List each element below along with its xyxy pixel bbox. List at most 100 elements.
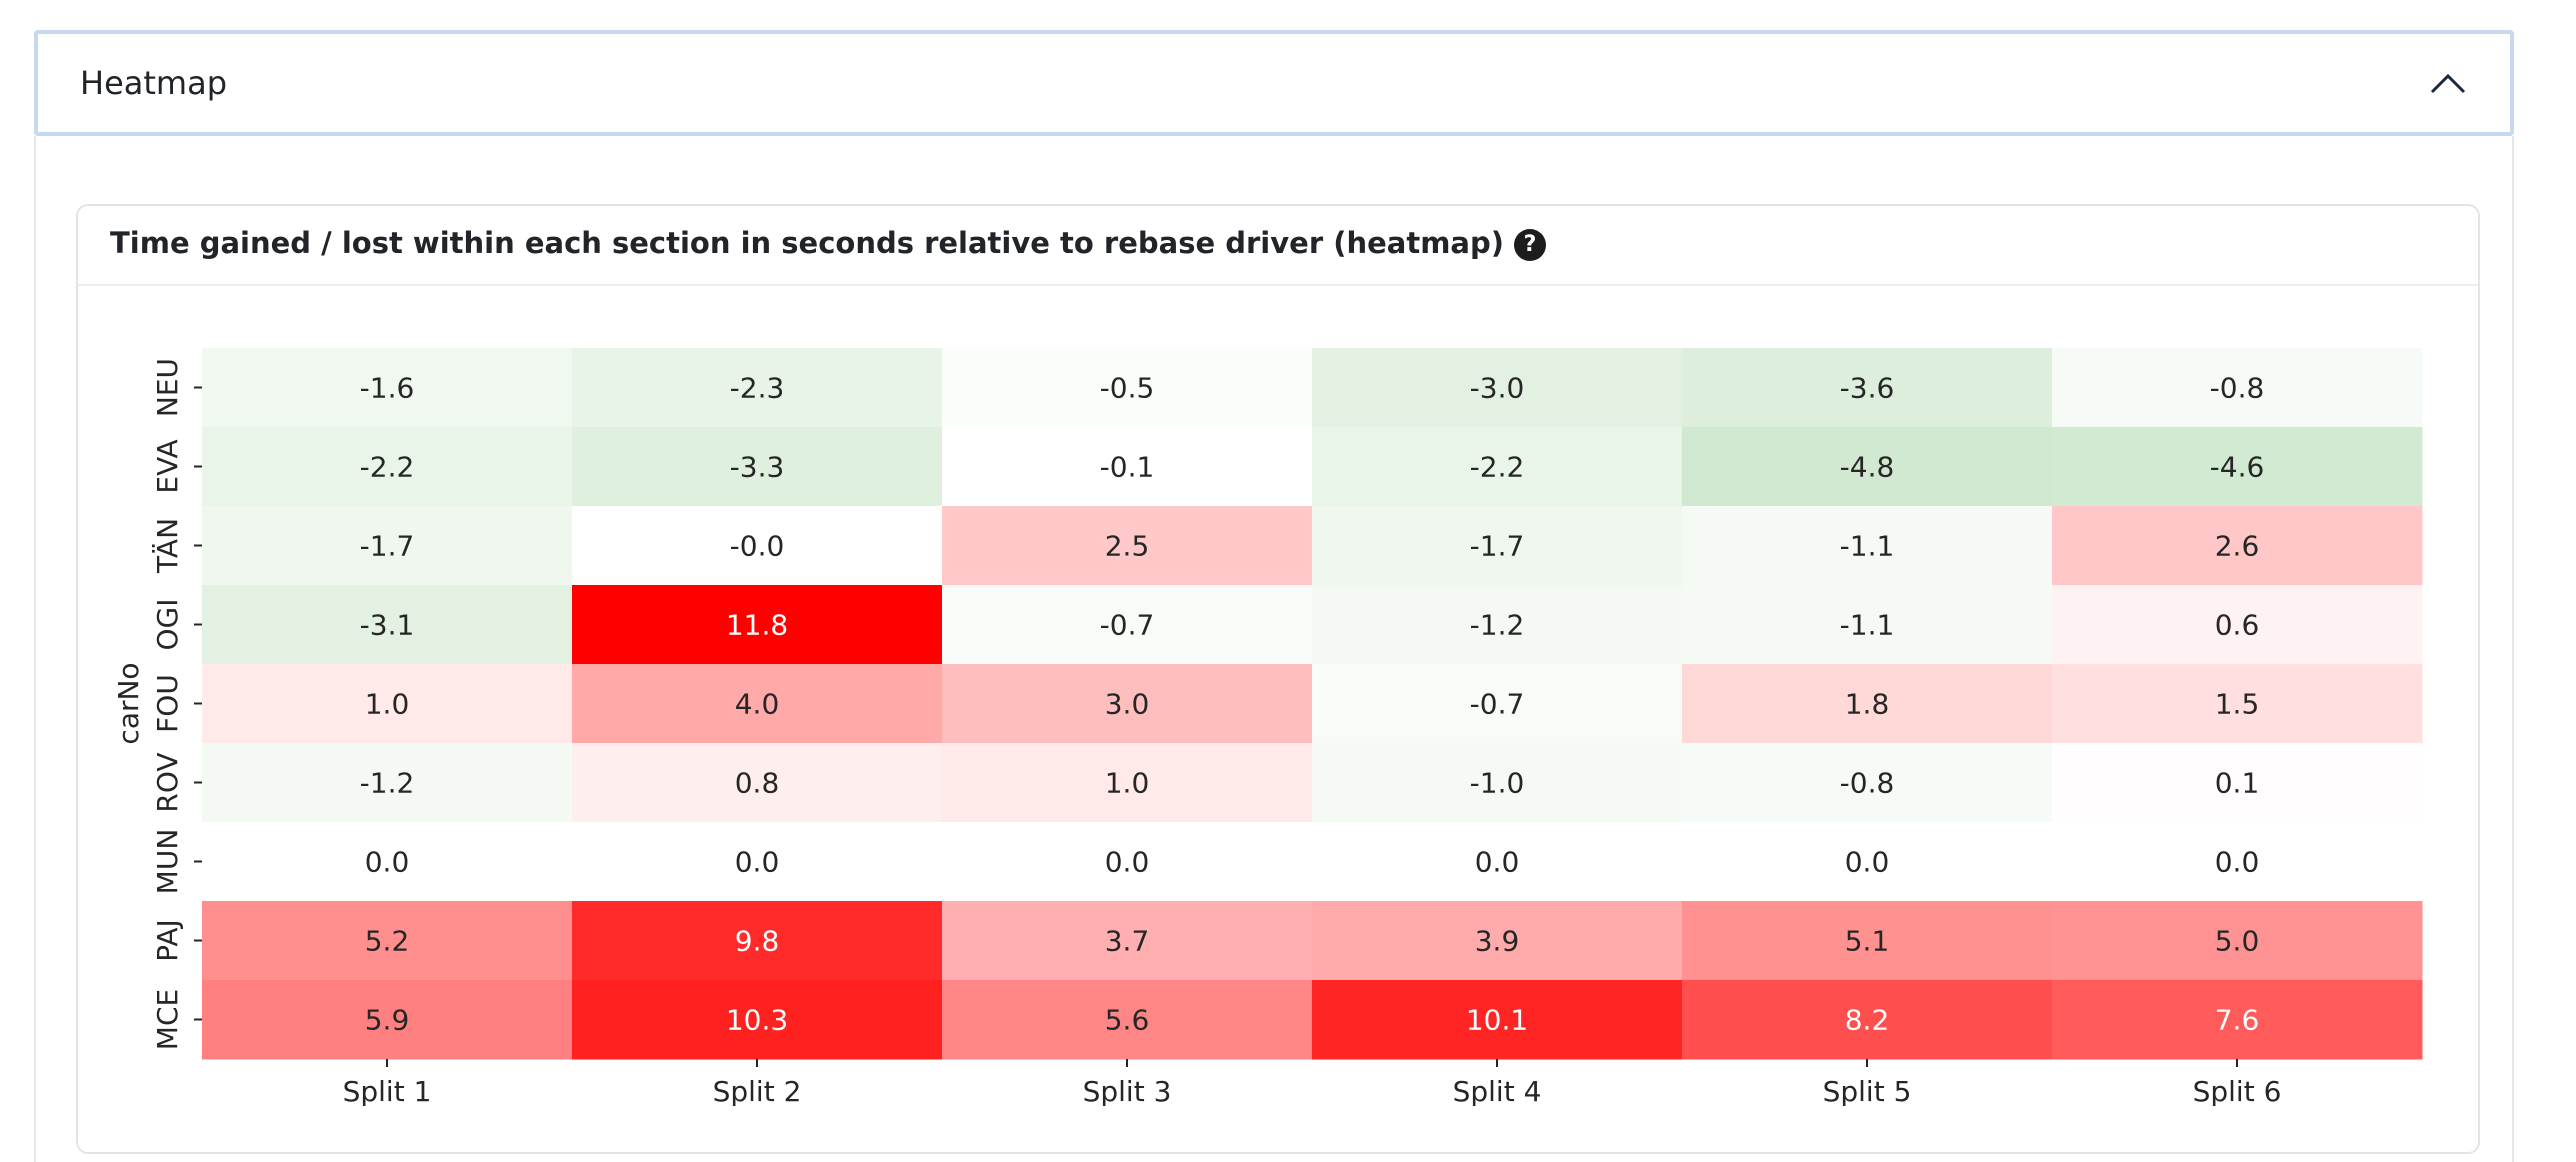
- heatmap-chart: -1.6 -2.3 -0.5 -3.0 -3.6 -0.8 -2.2 -3.3 -0.1 -2.2…: [112, 348, 2423, 1106]
- heatmap-cell-label: -0.1: [1100, 451, 1155, 484]
- heatmap-cell: [1682, 822, 2053, 902]
- x-tick-label: Split 2: [713, 1075, 802, 1106]
- heatmap-cell: [1682, 901, 2053, 981]
- heatmap-cell-label: -1.7: [360, 530, 415, 563]
- help-icon[interactable]: ?: [1514, 229, 1547, 261]
- heatmap-cell: [202, 585, 573, 665]
- heatmap-cell: [942, 348, 1313, 428]
- heatmap-card: Time gained / lost within each section i…: [76, 204, 2480, 1154]
- heatmap-cell: [572, 822, 943, 902]
- heatmap-cell: [942, 822, 1313, 902]
- heatmap-cell-label: -4.6: [2210, 451, 2265, 484]
- heatmap-cell-label: 0.6: [2215, 609, 2260, 642]
- heatmap-cell: [1682, 743, 2053, 823]
- heatmap-cell: [202, 743, 573, 823]
- x-tick-label: Split 3: [1083, 1075, 1172, 1106]
- x-tick-label: Split 1: [343, 1075, 432, 1106]
- heatmap-cell-label: -2.3: [730, 372, 785, 405]
- heatmap-cell-label: 7.6: [2215, 1004, 2260, 1037]
- accordion-header[interactable]: Heatmap: [34, 30, 2514, 136]
- card-header: Time gained / lost within each section i…: [78, 206, 2478, 286]
- heatmap-cell-label: 9.8: [735, 925, 780, 958]
- heatmap-cell: [942, 506, 1313, 586]
- heatmap-cell: [202, 901, 573, 981]
- heatmap-cell-label: 11.8: [726, 609, 788, 642]
- heatmap-cell-label: -0.7: [1100, 609, 1155, 642]
- y-tick-label: PAJ: [151, 919, 184, 962]
- heatmap-cell-label: 0.0: [1105, 846, 1150, 879]
- card-title-text: Time gained / lost within each section i…: [110, 226, 1505, 260]
- heatmap-cell-label: 3.7: [1105, 925, 1150, 958]
- heatmap-cell-label: 2.5: [1105, 530, 1150, 563]
- heatmap-cell-label: -3.1: [360, 609, 415, 642]
- heatmap-cell: [1682, 980, 2053, 1060]
- heatmap-cell-label: -0.8: [2210, 372, 2265, 405]
- heatmap-cell-label: -0.8: [1840, 767, 1895, 800]
- y-tick-label: FOU: [151, 674, 184, 733]
- x-tick-label: Split 6: [2193, 1075, 2282, 1106]
- heatmap-cell-label: -1.2: [1470, 609, 1525, 642]
- heatmap-cell-label: -1.0: [1470, 767, 1525, 800]
- y-tick-label: ROV: [151, 752, 184, 812]
- heatmap-cell: [2052, 743, 2423, 823]
- heatmap-cell-label: -1.1: [1840, 530, 1895, 563]
- heatmap-cell-label: 3.9: [1475, 925, 1520, 958]
- heatmap-cell: [572, 427, 943, 507]
- heatmap-cell-label: 0.0: [2215, 846, 2260, 879]
- heatmap-cell-label: 0.0: [1845, 846, 1890, 879]
- heatmap-cell: [202, 506, 573, 586]
- heatmap-cell: [2052, 427, 2423, 507]
- heatmap-cell-label: -4.8: [1840, 451, 1895, 484]
- heatmap-cell-label: 3.0: [1105, 688, 1150, 721]
- heatmap-cell: [942, 585, 1313, 665]
- heatmap-cell-label: -1.7: [1470, 530, 1525, 563]
- heatmap-cell: [1312, 743, 1683, 823]
- heatmap-cell: [942, 901, 1313, 981]
- y-tick-label: OGI: [151, 599, 184, 651]
- chevron-up-icon[interactable]: [2428, 64, 2468, 104]
- heatmap-cell: [1312, 822, 1683, 902]
- heatmap-cell: [572, 348, 943, 428]
- heatmap-cell: [202, 664, 573, 744]
- heatmap-cell-label: 0.0: [1475, 846, 1520, 879]
- heatmap-cell: [942, 427, 1313, 507]
- heatmap-cell: [1312, 585, 1683, 665]
- heatmap-cell-label: 4.0: [735, 688, 780, 721]
- heatmap-cell: [1682, 348, 2053, 428]
- heatmap-cell: [942, 980, 1313, 1060]
- heatmap-cell: [1312, 427, 1683, 507]
- heatmap-cell: [202, 980, 573, 1060]
- heatmap-cell: [572, 585, 943, 665]
- heatmap-cell-label: -2.2: [360, 451, 415, 484]
- heatmap-cell: [1682, 664, 2053, 744]
- y-axis-title: carNo: [112, 662, 145, 744]
- heatmap-cell: [1682, 427, 2053, 507]
- y-tick-label: TÄN: [151, 518, 184, 574]
- heatmap-cell: [202, 822, 573, 902]
- heatmap-cell: [572, 901, 943, 981]
- heatmap-cell-label: -3.6: [1840, 372, 1895, 405]
- heatmap-cell-label: 0.0: [365, 846, 410, 879]
- heatmap-cell-label: 5.6: [1105, 1004, 1150, 1037]
- heatmap-cell: [2052, 980, 2423, 1060]
- heatmap-cell: [2052, 664, 2423, 744]
- heatmap-cell-label: 5.0: [2215, 925, 2260, 958]
- heatmap-cell: [202, 348, 573, 428]
- heatmap-cell-label: 0.1: [2215, 767, 2260, 800]
- heatmap-cell: [1312, 506, 1683, 586]
- y-tick-label: NEU: [151, 358, 184, 417]
- heatmap-cell: [942, 664, 1313, 744]
- heatmap-cell: [1682, 506, 2053, 586]
- heatmap-cell-label: 1.8: [1845, 688, 1890, 721]
- y-tick-label: MUN: [151, 829, 184, 895]
- heatmap-cell: [572, 743, 943, 823]
- heatmap-cell-label: -0.7: [1470, 688, 1525, 721]
- heatmap-cell-label: -1.1: [1840, 609, 1895, 642]
- heatmap-cell-label: 1.5: [2215, 688, 2260, 721]
- x-tick-label: Split 4: [1453, 1075, 1542, 1106]
- card-title: Time gained / lost within each section i…: [110, 226, 1547, 261]
- heatmap-cell-label: -0.0: [730, 530, 785, 563]
- heatmap-cell: [2052, 901, 2423, 981]
- heatmap-cell-label: 0.0: [735, 846, 780, 879]
- heatmap-cell: [942, 743, 1313, 823]
